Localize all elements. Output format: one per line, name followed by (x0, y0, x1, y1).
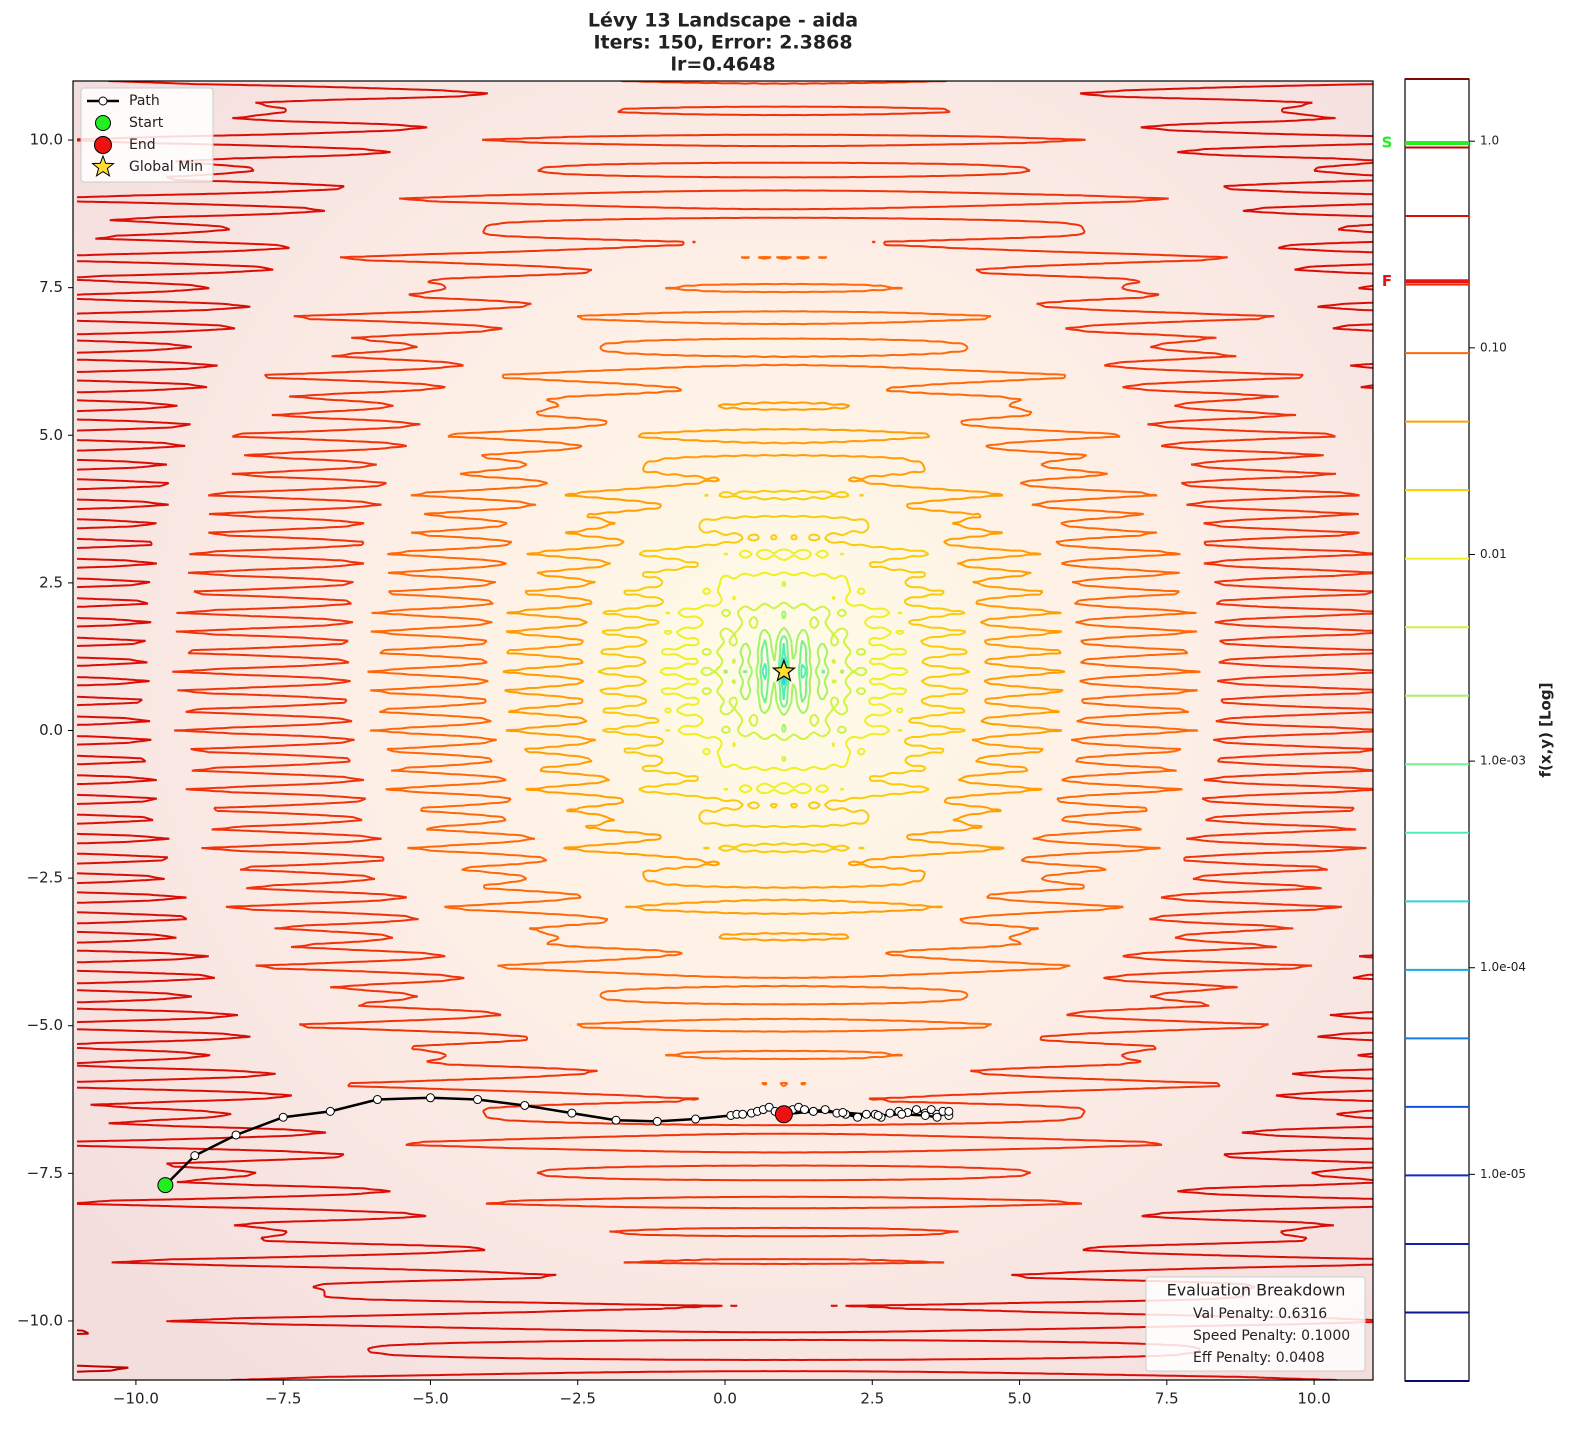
colorbar-tick-label: 0.01 (1480, 547, 1507, 561)
y-tick-label: 2.5 (39, 573, 63, 591)
colorbar-label: f(x,y) [Log] (1537, 683, 1555, 778)
path-point (612, 1116, 620, 1124)
evaluation-title: Evaluation Breakdown (1167, 1281, 1346, 1300)
colorbar-tick-label: 1.0e-04 (1480, 960, 1526, 974)
path-point (426, 1094, 434, 1102)
title-line: Lévy 13 Landscape - aida (588, 10, 858, 32)
y-tick-label: −5.0 (27, 1016, 63, 1034)
y-tick-label: −2.5 (27, 869, 63, 887)
legend-symbol (95, 137, 112, 154)
x-tick-label: 5.0 (1008, 1390, 1032, 1408)
y-tick-label: −10.0 (17, 1311, 63, 1329)
path-point (862, 1110, 870, 1118)
y-tick-label: 5.0 (39, 426, 63, 444)
path-point (191, 1152, 199, 1160)
y-tick-label: 7.5 (39, 278, 63, 296)
path-point (739, 1110, 747, 1118)
path-point (839, 1109, 847, 1117)
path-point (568, 1109, 576, 1117)
path-point (854, 1113, 862, 1121)
path-point (326, 1107, 334, 1115)
path-point (809, 1107, 817, 1115)
path-point (279, 1113, 287, 1121)
path-point (653, 1117, 661, 1125)
colorbar-marker-label: F (1382, 272, 1392, 290)
path-point (898, 1110, 906, 1118)
evaluation-line: Val Penalty: 0.6316 (1193, 1306, 1327, 1322)
path-point (373, 1096, 381, 1104)
y-tick-label: −7.5 (27, 1164, 63, 1182)
colorbar-tick-label: 1.0e-05 (1480, 1167, 1526, 1181)
x-tick-label: 0.0 (713, 1390, 737, 1408)
x-tick-label: −10.0 (113, 1390, 159, 1408)
end-marker (775, 1106, 792, 1123)
legend-symbol (96, 116, 111, 131)
x-tick-label: −2.5 (560, 1390, 596, 1408)
path-point (886, 1109, 894, 1117)
path-point (521, 1101, 529, 1109)
colorbar-tick-label: 0.10 (1480, 340, 1507, 354)
title-line: Iters: 150, Error: 2.3868 (593, 32, 852, 54)
path-point (692, 1115, 700, 1123)
colorbar-tick-label: 1.0e-03 (1480, 754, 1526, 768)
evaluation-line: Eff Penalty: 0.0408 (1193, 1350, 1325, 1366)
path-point (821, 1106, 829, 1114)
x-tick-label: −7.5 (265, 1390, 301, 1408)
x-tick-label: 10.0 (1297, 1390, 1330, 1408)
colorbar (1405, 79, 1469, 1381)
start-marker (158, 1178, 173, 1193)
legend-symbol (99, 97, 107, 105)
evaluation-line: Speed Penalty: 0.1000 (1193, 1328, 1350, 1344)
path-point (232, 1131, 240, 1139)
x-tick-label: 2.5 (860, 1390, 884, 1408)
y-tick-label: 10.0 (30, 131, 63, 149)
x-tick-label: −5.0 (412, 1390, 448, 1408)
colorbar-tick-label: 1.0 (1480, 134, 1499, 148)
path-point (474, 1096, 482, 1104)
path-point (933, 1113, 941, 1121)
path-point (945, 1107, 953, 1115)
legend-label: Global Min (129, 159, 203, 175)
path-point (801, 1106, 809, 1114)
y-tick-label: 0.0 (39, 721, 63, 739)
legend-label: Start (129, 115, 164, 131)
legend-label: End (129, 137, 156, 153)
x-tick-label: 7.5 (1155, 1390, 1179, 1408)
path-point (921, 1111, 929, 1119)
title-line: lr=0.4648 (670, 54, 775, 76)
legend-label: Path (129, 93, 160, 109)
colorbar-marker-label: S (1382, 134, 1393, 152)
path-point (912, 1106, 920, 1114)
path-point (874, 1111, 882, 1119)
